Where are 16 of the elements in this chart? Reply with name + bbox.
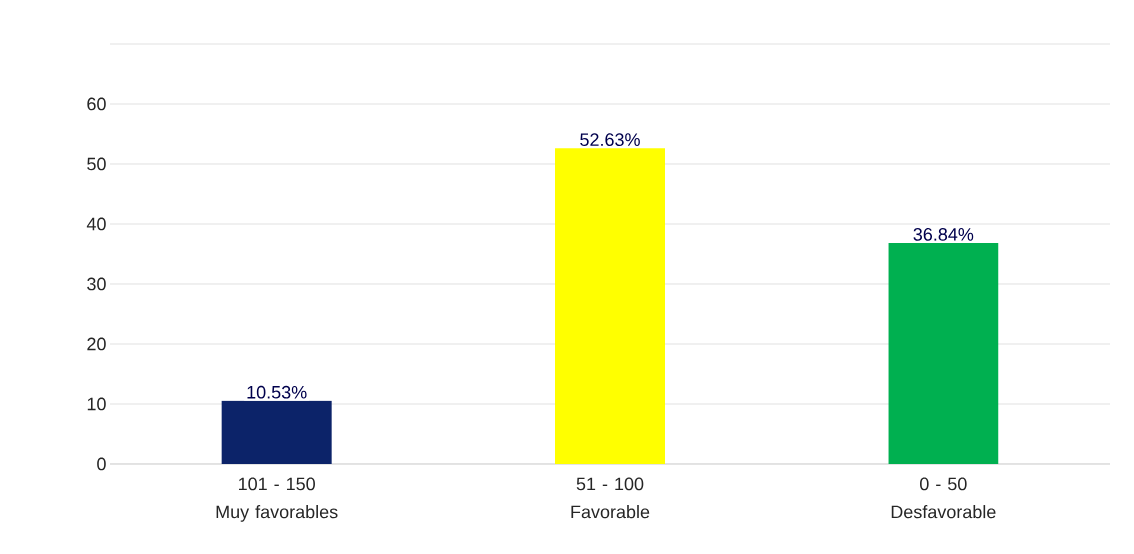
x-tick-label: 0 - 50 Desfavorable — [891, 477, 996, 519]
y-tick-label: 40 — [86, 217, 106, 231]
data-label: 52.63% — [580, 133, 640, 147]
data-label: 10.53% — [247, 385, 307, 399]
y-tick-label: 50 — [87, 157, 106, 171]
bar — [888, 242, 999, 464]
y-tick-label: 20 — [87, 337, 106, 351]
y-tick-label: 30 — [87, 277, 106, 291]
x-tick-label: 101 - 150 Muy favorables — [216, 477, 338, 522]
data-label: 36.84% — [913, 228, 974, 241]
x-tick-label: 51 - 100 Favorable — [571, 477, 650, 519]
y-tick-label: 0 — [97, 457, 106, 471]
bar — [221, 400, 332, 464]
y-tick-label: 10 — [87, 397, 106, 411]
bar — [555, 148, 665, 464]
y-tick-label: 60 — [87, 97, 106, 111]
